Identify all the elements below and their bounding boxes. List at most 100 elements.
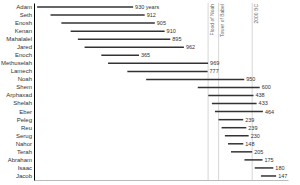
y-tick-label: Jared <box>17 44 32 50</box>
y-tick: Kenan <box>15 28 34 34</box>
x-axis-line <box>35 180 289 181</box>
bar <box>78 38 170 40</box>
data-label: 895 <box>172 36 181 42</box>
y-tick: Isaac <box>18 165 34 171</box>
bar <box>146 79 244 81</box>
event-labels: Flood of Noah Tower of Babel 2000 BC <box>209 4 259 37</box>
event-line <box>252 3 253 180</box>
y-axis: Adam Seth Enosh Kenan Mahalalel Jared Enoch Met… <box>1 4 35 181</box>
data-label: 433 <box>259 100 268 106</box>
data-label: 930 years <box>135 4 159 10</box>
chart-container: Adam Seth Enosh Kenan Mahalalel Jared Enoch Met… <box>0 0 300 185</box>
y-tick-label: Kenan <box>15 28 32 34</box>
y-tick: Methuselah <box>1 60 34 66</box>
y-tick: Abraham <box>8 157 34 163</box>
y-tick: Shelah <box>13 100 34 106</box>
y-tick-label: Lamech <box>11 68 32 74</box>
y-axis-line <box>34 4 35 181</box>
data-label: 912 <box>147 12 156 18</box>
bar <box>212 103 257 105</box>
y-tick-label: Jacob <box>16 173 33 179</box>
y-tick-label: Enosh <box>15 20 32 26</box>
y-tick: Noah <box>18 76 34 82</box>
bar <box>261 175 276 177</box>
y-tick-label: Peleg <box>17 117 32 123</box>
bar <box>51 14 145 16</box>
data-label: 910 <box>167 28 176 34</box>
y-tick: Enosh <box>15 20 34 26</box>
data-label: 969 <box>210 60 219 66</box>
y-tick-label: Shem <box>16 84 32 90</box>
y-tick: Arphaxad <box>6 92 34 98</box>
y-tick: Terah <box>17 149 34 155</box>
bar <box>244 159 262 161</box>
y-tick: Jared <box>17 44 34 50</box>
y-tick: Seth <box>20 12 34 18</box>
data-label: 239 <box>248 125 257 131</box>
data-label: 600 <box>262 84 271 90</box>
bar <box>231 151 252 153</box>
data-label: 950 <box>246 76 255 82</box>
data-label: 777 <box>210 68 219 74</box>
y-tick-label: Terah <box>17 149 32 155</box>
y-tick: Peleg <box>17 117 34 123</box>
y-tick-label: Nahor <box>16 141 32 147</box>
y-tick: Adam <box>16 4 34 10</box>
bar <box>228 143 243 145</box>
event-label: Tower of Babel <box>219 4 225 37</box>
data-label: 205 <box>254 149 263 155</box>
data-label: 147 <box>278 173 287 179</box>
y-tick-label: Noah <box>18 76 32 82</box>
bar <box>215 111 263 113</box>
bar <box>208 95 253 97</box>
y-tick: Serug <box>16 133 34 139</box>
y-tick: Eber <box>19 109 34 115</box>
bar <box>101 55 139 57</box>
marks <box>37 3 276 180</box>
chart-svg: Adam Seth Enosh Kenan Mahalalel Jared Enoch Met… <box>0 0 300 185</box>
y-tick: Jacob <box>16 173 34 179</box>
data-label: 438 <box>256 92 265 98</box>
y-tick-label: Arphaxad <box>6 92 32 98</box>
y-tick-label: Eber <box>19 109 32 115</box>
y-tick: Shem <box>16 84 34 90</box>
bar <box>61 22 154 24</box>
bar <box>222 127 247 129</box>
bar <box>71 30 165 32</box>
bar <box>85 47 184 49</box>
data-label: 239 <box>245 117 254 123</box>
plot-area: Adam Seth Enosh Kenan Mahalalel Jared Enoch Met… <box>1 3 289 181</box>
data-label: 230 <box>251 133 260 139</box>
data-label: 175 <box>264 157 273 163</box>
y-tick: Enoch <box>15 52 34 58</box>
y-tick: Mahalalel <box>6 36 34 42</box>
y-tick-label: Mahalalel <box>6 36 32 42</box>
y-tick-label: Enoch <box>15 52 32 58</box>
y-tick-label: Seth <box>20 12 32 18</box>
y-tick-label: Isaac <box>18 165 32 171</box>
y-tick-label: Methuselah <box>1 60 32 66</box>
y-tick: Lamech <box>11 68 34 74</box>
data-label: 464 <box>265 109 274 115</box>
bar <box>127 71 207 73</box>
data-label: 905 <box>157 20 166 26</box>
bar <box>198 87 260 89</box>
y-tick-label: Serug <box>16 133 32 139</box>
y-tick-label: Reu <box>21 125 32 131</box>
y-tick-label: Shelah <box>13 100 32 106</box>
bar <box>225 135 249 137</box>
bar <box>108 63 208 65</box>
event-label: Flood of Noah <box>209 4 215 36</box>
y-tick-label: Abraham <box>8 157 32 163</box>
event-label: 2000 BC <box>253 4 259 24</box>
data-labels: 930 years 912905910 895 962 365 969 777 950 600 4… <box>135 4 287 179</box>
data-label: 148 <box>245 141 254 147</box>
data-label: 365 <box>141 52 150 58</box>
data-label: 180 <box>275 165 284 171</box>
bar <box>219 119 244 121</box>
bar <box>37 6 133 8</box>
x-axis <box>35 180 289 181</box>
data-label: 962 <box>186 44 195 50</box>
y-tick: Reu <box>21 125 34 131</box>
y-tick-label: Adam <box>16 4 32 10</box>
